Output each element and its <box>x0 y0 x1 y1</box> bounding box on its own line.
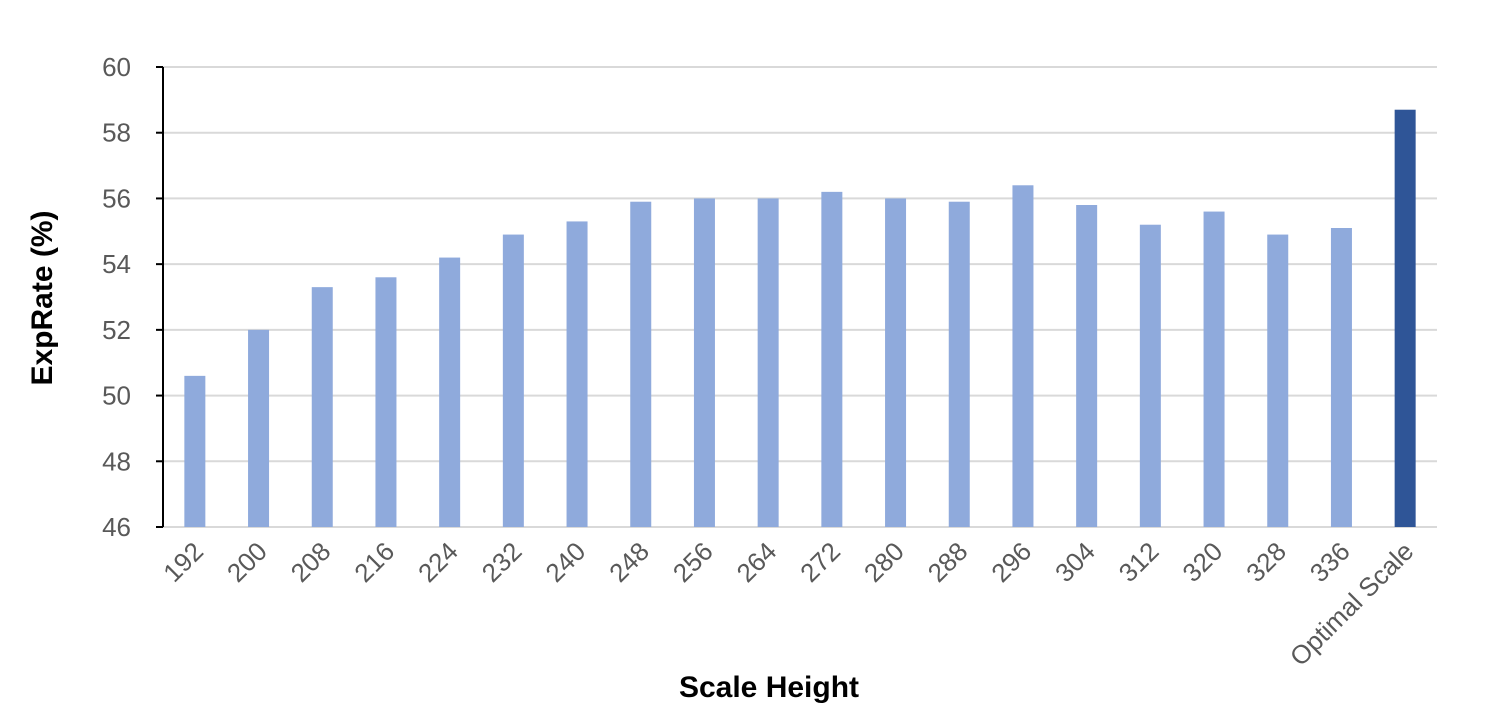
x-axis-title: Scale Height <box>679 671 859 704</box>
x-tick-label: 296 <box>985 536 1037 588</box>
bar <box>821 191 843 527</box>
x-tick-label: 192 <box>157 536 209 588</box>
bar <box>1330 228 1352 527</box>
x-tick-label: 240 <box>539 536 591 588</box>
bar <box>1203 211 1225 528</box>
bars <box>184 109 1416 528</box>
x-tick-label: 312 <box>1113 536 1165 588</box>
bar <box>885 198 907 527</box>
x-tick-label: 200 <box>221 536 273 588</box>
x-tick-label: 328 <box>1240 536 1292 588</box>
x-tick-label: 288 <box>922 536 974 588</box>
bar <box>757 198 779 527</box>
bar <box>1394 109 1416 527</box>
x-tick-label: 224 <box>412 536 464 588</box>
bar <box>948 201 970 527</box>
bar <box>502 234 524 528</box>
x-tick-label: 264 <box>730 536 782 588</box>
bar <box>1267 234 1289 528</box>
y-tick-labels: 46 48 50 52 54 56 58 60 <box>102 52 131 542</box>
y-tick-label: 58 <box>102 118 131 148</box>
bar <box>184 375 206 527</box>
bar <box>566 221 588 527</box>
bar <box>439 257 461 527</box>
x-tick-label: 256 <box>667 536 719 588</box>
x-tick-label: 248 <box>603 536 655 588</box>
bar <box>693 198 715 527</box>
y-tick-label: 60 <box>102 52 131 82</box>
y-tick-label: 56 <box>102 183 131 213</box>
x-tick-label: 208 <box>285 536 337 588</box>
axes <box>156 66 164 528</box>
y-tick-label: 54 <box>102 249 131 279</box>
y-tick-label: 48 <box>102 446 131 476</box>
bar <box>375 277 397 527</box>
bar <box>1139 224 1161 527</box>
x-tick-label: 320 <box>1176 536 1228 588</box>
x-tick-label: 232 <box>476 536 528 588</box>
bar <box>1012 185 1034 528</box>
y-axis-title: ExpRate (%) <box>26 210 59 385</box>
x-tick-label: 280 <box>858 536 910 588</box>
x-tick-label: 304 <box>1049 536 1101 588</box>
bar <box>311 287 333 527</box>
bar <box>1076 205 1098 527</box>
x-tick-labels: 192 200 208 216 224 232 240 248 256 264 272 280 288 2… <box>157 536 1419 672</box>
y-tick-label: 52 <box>102 315 131 345</box>
x-tick-label: 216 <box>348 536 400 588</box>
y-tick-label: 50 <box>102 381 131 411</box>
y-tick-label: 46 <box>102 512 131 542</box>
x-tick-label: 336 <box>1304 536 1356 588</box>
bar <box>248 329 270 527</box>
x-tick-label: 272 <box>794 536 846 588</box>
gridlines <box>163 66 1437 528</box>
bar <box>630 201 652 527</box>
